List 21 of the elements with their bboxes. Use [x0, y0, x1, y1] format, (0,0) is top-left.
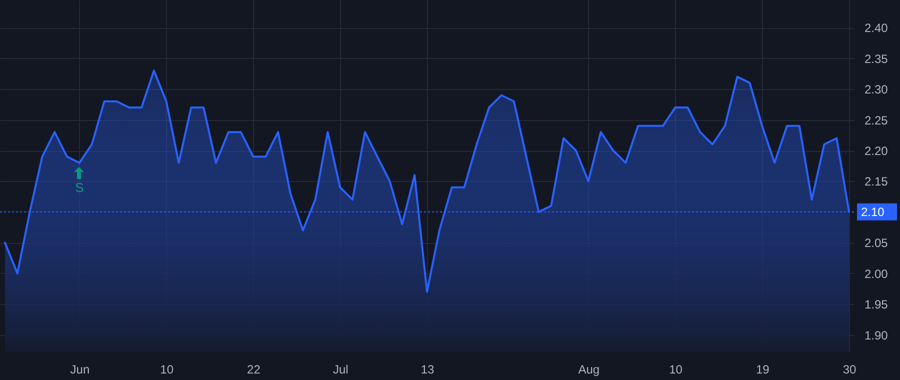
y-tick-label: 1.95	[864, 298, 888, 312]
x-tick-label: Aug	[578, 362, 600, 376]
y-tick-label: 2.25	[864, 113, 888, 128]
y-tick-label: 2.15	[864, 174, 888, 189]
x-tick-label: 22	[247, 362, 261, 376]
x-tick-label: 19	[756, 362, 770, 376]
y-tick-label: 2.35	[864, 52, 888, 66]
x-tick-label: 10	[160, 362, 174, 376]
x-tick-label: 10	[669, 362, 683, 376]
x-tick-label: Jun	[70, 362, 90, 376]
y-tick-label: 2.05	[864, 236, 888, 250]
y-tick-label: 2.30	[864, 82, 888, 97]
y-tick-label: 2.00	[864, 266, 888, 281]
annotation: S	[75, 180, 84, 195]
x-tick-label: 30	[842, 362, 857, 376]
y-tick-label: 2.40	[864, 21, 888, 36]
ref-line-label: 2.10	[861, 204, 885, 219]
x-tick-label: Jul	[332, 362, 348, 376]
y-tick-label: 2.20	[864, 144, 888, 158]
x-tick-label: 13	[420, 362, 434, 376]
y-tick-label: 1.90	[864, 328, 888, 342]
